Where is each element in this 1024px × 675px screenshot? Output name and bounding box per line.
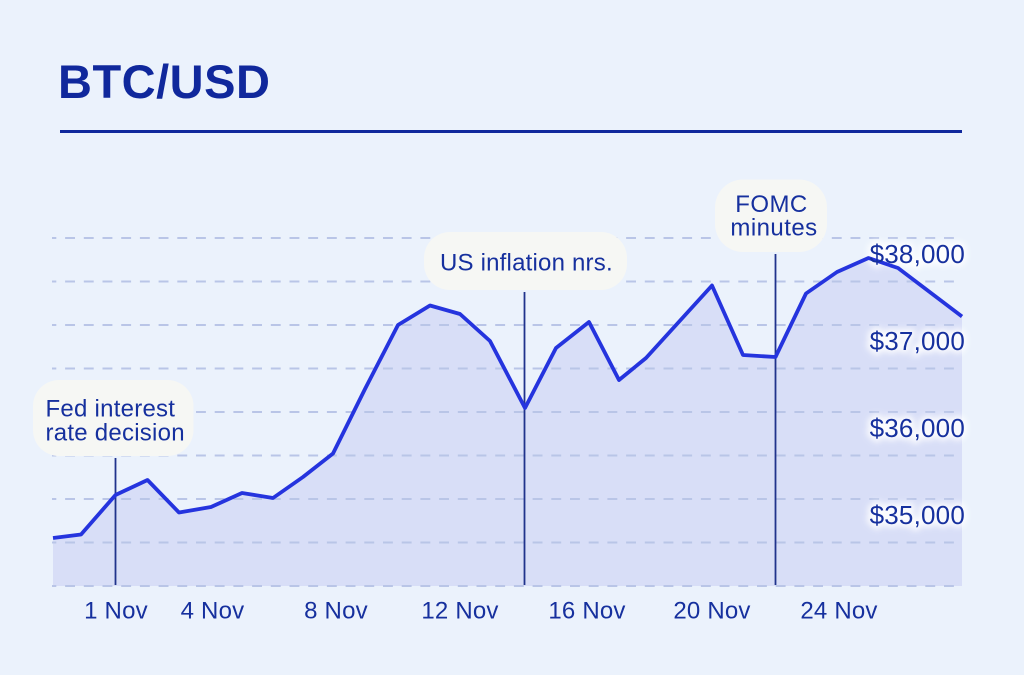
svg-text:US inflation nrs.: US inflation nrs. — [440, 250, 613, 277]
svg-text:8 Nov: 8 Nov — [304, 598, 368, 625]
svg-text:$35,000: $35,000 — [870, 500, 965, 530]
svg-text:$36,000: $36,000 — [870, 413, 965, 443]
svg-text:rate decision: rate decision — [46, 420, 185, 447]
svg-text:$37,000: $37,000 — [870, 326, 965, 356]
svg-text:Fed interest: Fed interest — [46, 396, 176, 423]
svg-text:FOMC: FOMC — [735, 191, 807, 218]
svg-text:20 Nov: 20 Nov — [673, 598, 750, 625]
svg-text:16 Nov: 16 Nov — [548, 598, 625, 625]
svg-text:$38,000: $38,000 — [870, 239, 965, 269]
svg-text:$35,000: $35,000 — [870, 500, 965, 530]
svg-text:minutes: minutes — [730, 215, 817, 242]
svg-text:$36,000: $36,000 — [870, 413, 965, 443]
svg-text:12 Nov: 12 Nov — [421, 598, 498, 625]
svg-text:BTC/USD: BTC/USD — [58, 55, 270, 108]
svg-text:$37,000: $37,000 — [870, 326, 965, 356]
svg-text:$38,000: $38,000 — [870, 239, 965, 269]
svg-text:24 Nov: 24 Nov — [800, 598, 877, 625]
svg-text:4 Nov: 4 Nov — [181, 598, 245, 625]
svg-text:1 Nov: 1 Nov — [84, 598, 148, 625]
